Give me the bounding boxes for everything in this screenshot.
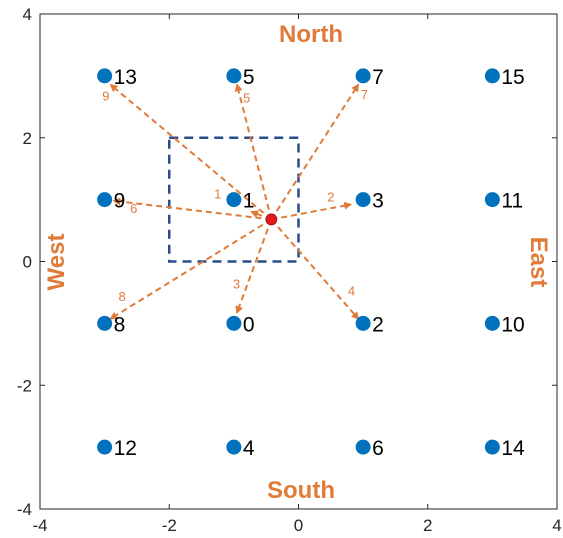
node-label-6: 6: [372, 437, 384, 460]
arrow-7: [270, 83, 360, 220]
arrow-label-7: 7: [361, 87, 368, 102]
arrow-3: [235, 219, 273, 315]
node-label-1: 1: [243, 190, 255, 213]
node-label-15: 15: [501, 66, 524, 89]
node-label-11: 11: [501, 190, 523, 213]
node-point-2: [355, 315, 371, 331]
node-point-13: [97, 68, 113, 84]
node-label-4: 4: [243, 437, 255, 460]
node-point-8: [97, 315, 113, 331]
y-tick-label: -2: [17, 376, 32, 395]
node-point-0: [226, 315, 242, 331]
node-label-14: 14: [501, 437, 525, 460]
node-label-0: 0: [243, 313, 255, 336]
node-point-10: [484, 315, 500, 331]
node-label-12: 12: [114, 437, 137, 460]
west-label: West: [43, 234, 70, 291]
x-tick-label: 0: [294, 516, 303, 535]
arrow-label-1: 1: [214, 186, 221, 201]
south-label: South: [267, 477, 335, 504]
arrow-label-3: 3: [233, 277, 240, 292]
y-tick-label: 4: [23, 5, 32, 24]
y-tick-label: -4: [17, 500, 32, 519]
axis-ticks: -4 -2 0 2 4 -4 -2 0 2 4: [17, 5, 562, 535]
y-tick-label: 2: [23, 129, 32, 148]
node-point-11: [484, 192, 500, 208]
node-label-8: 8: [114, 313, 126, 336]
arrow-label-4: 4: [348, 284, 355, 299]
arrow-8: [109, 218, 272, 320]
node-label-10: 10: [501, 313, 524, 336]
node-label-7: 7: [372, 66, 384, 89]
node-point-12: [97, 439, 113, 455]
north-label: North: [279, 21, 343, 48]
node-point-15: [484, 68, 500, 84]
node-point-5: [226, 68, 242, 84]
node-point-7: [355, 68, 371, 84]
x-tick-label: -2: [162, 516, 177, 535]
y-tick-label: 0: [23, 253, 32, 272]
x-tick-label: -4: [32, 516, 47, 535]
arrow-5: [234, 83, 273, 220]
node-point-6: [355, 439, 371, 455]
arrow-label-9: 9: [102, 89, 109, 104]
node-label-13: 13: [114, 66, 137, 89]
node-point-14: [484, 439, 500, 455]
node-point-9: [97, 192, 113, 208]
arrow-label-5: 5: [243, 90, 250, 105]
x-tick-label: 4: [552, 516, 561, 535]
arrow-layer: 1 2 3 4 5 6 7 8 9: [102, 83, 368, 320]
node-point-3: [355, 192, 371, 208]
arrow-2: [271, 201, 353, 221]
arrow-label-6: 6: [130, 201, 137, 216]
node-label-2: 2: [372, 313, 384, 336]
node-label-3: 3: [372, 190, 384, 213]
dashed-box-layer: [168, 136, 300, 263]
node-point-4: [226, 439, 242, 455]
arrow-9: [109, 83, 272, 221]
dashed-box: [168, 136, 300, 263]
source-layer: [265, 213, 278, 226]
arrow-6: [112, 197, 272, 221]
east-label: East: [525, 237, 552, 288]
node-point-1: [226, 192, 242, 208]
arrow-label-2: 2: [327, 189, 334, 204]
x-tick-label: 2: [423, 516, 432, 535]
source-point: [265, 213, 278, 226]
direction-labels: North South West East: [43, 21, 552, 504]
arrow-4: [270, 218, 360, 320]
arrow-label-8: 8: [118, 289, 125, 304]
node-label-5: 5: [243, 66, 255, 89]
node-label-9: 9: [114, 190, 126, 213]
